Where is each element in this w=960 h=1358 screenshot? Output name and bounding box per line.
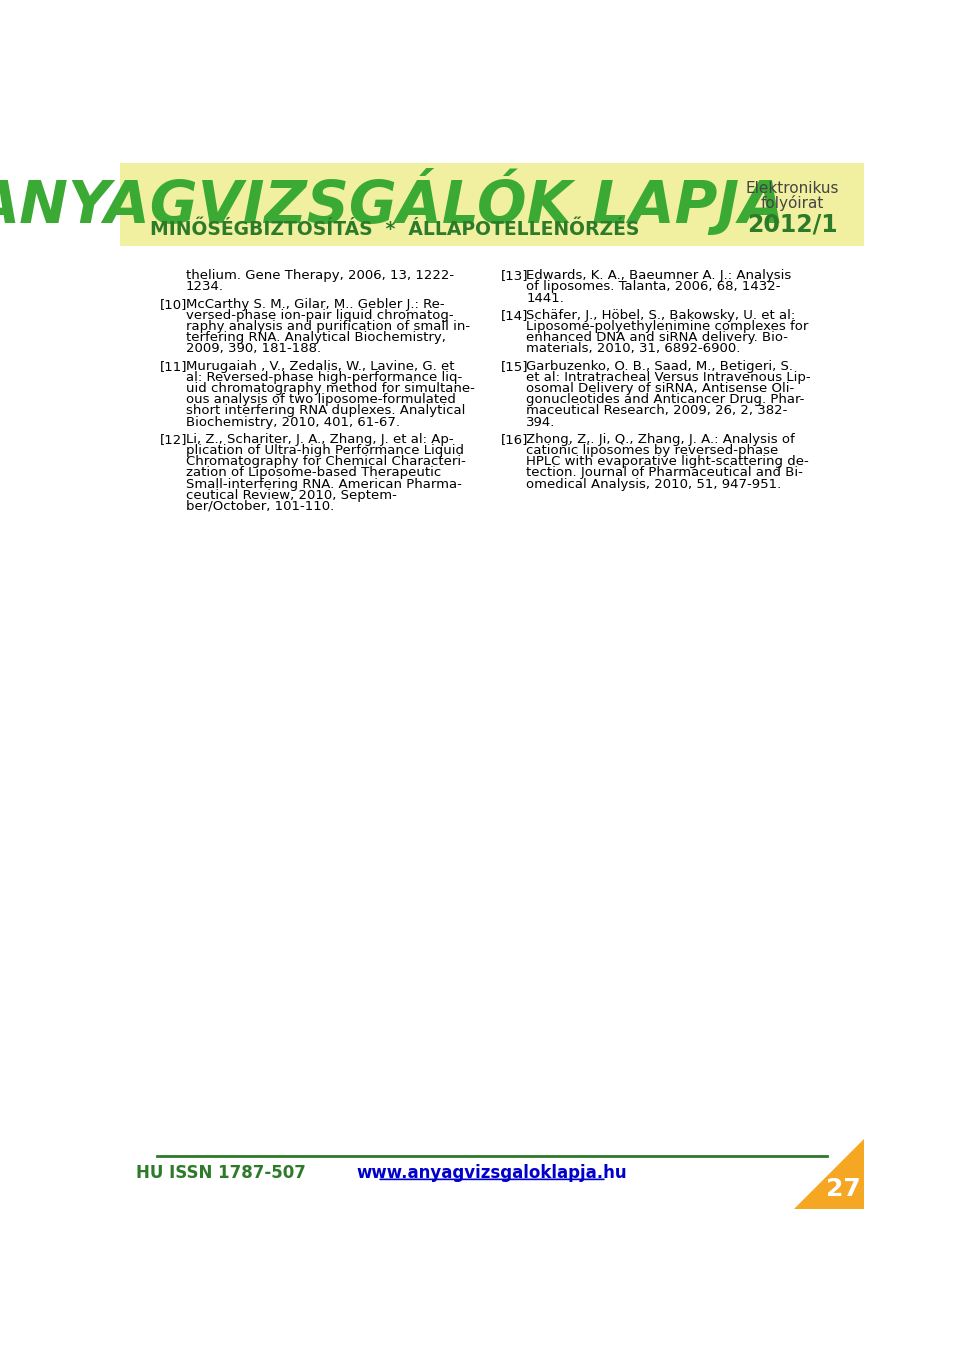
Text: 1234.: 1234.: [186, 280, 224, 293]
Text: folyóirat: folyóirat: [761, 196, 825, 210]
Text: al: Reversed-phase high-performance liq-: al: Reversed-phase high-performance liq-: [186, 371, 462, 384]
Text: plication of Ultra-high Performance Liquid: plication of Ultra-high Performance Liqu…: [186, 444, 464, 458]
Text: ber/October, 101-110.: ber/October, 101-110.: [186, 500, 334, 513]
Text: materials, 2010, 31, 6892-6900.: materials, 2010, 31, 6892-6900.: [526, 342, 740, 356]
Text: Elektronikus: Elektronikus: [746, 181, 839, 196]
Text: Biochemistry, 2010, 401, 61-67.: Biochemistry, 2010, 401, 61-67.: [186, 416, 400, 429]
Text: ous analysis of two liposome-formulated: ous analysis of two liposome-formulated: [186, 394, 456, 406]
Text: 394.: 394.: [526, 416, 556, 429]
FancyBboxPatch shape: [120, 163, 864, 246]
Text: [11]: [11]: [160, 360, 188, 372]
Text: ceutical Review, 2010, Septem-: ceutical Review, 2010, Septem-: [186, 489, 396, 501]
Text: short interfering RNA duplexes. Analytical: short interfering RNA duplexes. Analytic…: [186, 405, 466, 417]
Text: 2009, 390, 181-188.: 2009, 390, 181-188.: [186, 342, 321, 356]
Text: Zhong, Z,. Ji, Q., Zhang, J. A.: Analysis of: Zhong, Z,. Ji, Q., Zhang, J. A.: Analysi…: [526, 433, 795, 445]
Text: maceutical Research, 2009, 26, 2, 382-: maceutical Research, 2009, 26, 2, 382-: [526, 405, 787, 417]
Text: [12]: [12]: [160, 433, 188, 445]
Text: HU ISSN 1787-507: HU ISSN 1787-507: [135, 1164, 305, 1183]
Text: 27: 27: [826, 1176, 860, 1200]
Text: Edwards, K. A., Baeumner A. J.: Analysis: Edwards, K. A., Baeumner A. J.: Analysis: [526, 269, 791, 282]
Text: versed-phase ion-pair liquid chromatog-: versed-phase ion-pair liquid chromatog-: [186, 308, 453, 322]
Text: tection. Journal of Pharmaceutical and Bi-: tection. Journal of Pharmaceutical and B…: [526, 466, 803, 479]
Text: et al: Intratracheal Versus Intravenous Lip-: et al: Intratracheal Versus Intravenous …: [526, 371, 811, 384]
Text: McCarthy S. M., Gilar, M.. Gebler J.: Re-: McCarthy S. M., Gilar, M.. Gebler J.: Re…: [186, 297, 444, 311]
Text: 2012/1: 2012/1: [748, 213, 838, 236]
Text: 1441.: 1441.: [526, 292, 564, 304]
Text: omedical Analysis, 2010, 51, 947-951.: omedical Analysis, 2010, 51, 947-951.: [526, 478, 781, 490]
Text: [14]: [14]: [501, 308, 529, 322]
Text: raphy analysis and purification of small in-: raphy analysis and purification of small…: [186, 320, 470, 333]
Text: Murugaiah , V., Zedalis, W., Lavine, G. et: Murugaiah , V., Zedalis, W., Lavine, G. …: [186, 360, 454, 372]
Text: thelium. Gene Therapy, 2006, 13, 1222-: thelium. Gene Therapy, 2006, 13, 1222-: [186, 269, 454, 282]
Text: ANYAGVIZSGÁLÓK LAPJA: ANYAGVIZSGÁLÓK LAPJA: [0, 168, 784, 235]
Text: HPLC with evaporative light-scattering de-: HPLC with evaporative light-scattering d…: [526, 455, 809, 469]
Text: of liposomes. Talanta, 2006, 68, 1432-: of liposomes. Talanta, 2006, 68, 1432-: [526, 280, 780, 293]
Text: Li, Z., Schariter, J. A., Zhang, J. et al: Ap-: Li, Z., Schariter, J. A., Zhang, J. et a…: [186, 433, 453, 445]
Text: uid chromatography method for simultane-: uid chromatography method for simultane-: [186, 382, 475, 395]
Text: [16]: [16]: [501, 433, 529, 445]
Text: Liposome-polyethylenimine complexes for: Liposome-polyethylenimine complexes for: [526, 320, 808, 333]
Text: osomal Delivery of siRNA, Antisense Oli-: osomal Delivery of siRNA, Antisense Oli-: [526, 382, 794, 395]
Text: zation of Liposome-based Therapeutic: zation of Liposome-based Therapeutic: [186, 466, 442, 479]
Text: Garbuzenko, O. B., Saad, M., Betigeri, S.: Garbuzenko, O. B., Saad, M., Betigeri, S…: [526, 360, 793, 372]
Polygon shape: [794, 1139, 864, 1209]
Text: terfering RNA. Analytical Biochemistry,: terfering RNA. Analytical Biochemistry,: [186, 331, 445, 344]
Text: Small-interfering RNA. American Pharma-: Small-interfering RNA. American Pharma-: [186, 478, 462, 490]
Text: enhanced DNA and siRNA delivery. Bio-: enhanced DNA and siRNA delivery. Bio-: [526, 331, 788, 344]
Text: Chromatography for Chemical Characteri-: Chromatography for Chemical Characteri-: [186, 455, 466, 469]
Text: [13]: [13]: [501, 269, 529, 282]
Text: [10]: [10]: [160, 297, 187, 311]
Text: www.anyagvizsgaloklapja.hu: www.anyagvizsgaloklapja.hu: [357, 1164, 627, 1183]
Text: gonucleotides and Anticancer Drug. Phar-: gonucleotides and Anticancer Drug. Phar-: [526, 394, 804, 406]
Text: [15]: [15]: [501, 360, 529, 372]
Text: MINŐSÉGBIZTOSÍTÁS  *  ÁLLAPOTELLENŐRZÉS: MINŐSÉGBIZTOSÍTÁS * ÁLLAPOTELLENŐRZÉS: [151, 220, 639, 239]
Text: cationic liposomes by reversed-phase: cationic liposomes by reversed-phase: [526, 444, 779, 458]
Text: Schäfer, J., Höbel, S., Bakowsky, U. et al:: Schäfer, J., Höbel, S., Bakowsky, U. et …: [526, 308, 795, 322]
